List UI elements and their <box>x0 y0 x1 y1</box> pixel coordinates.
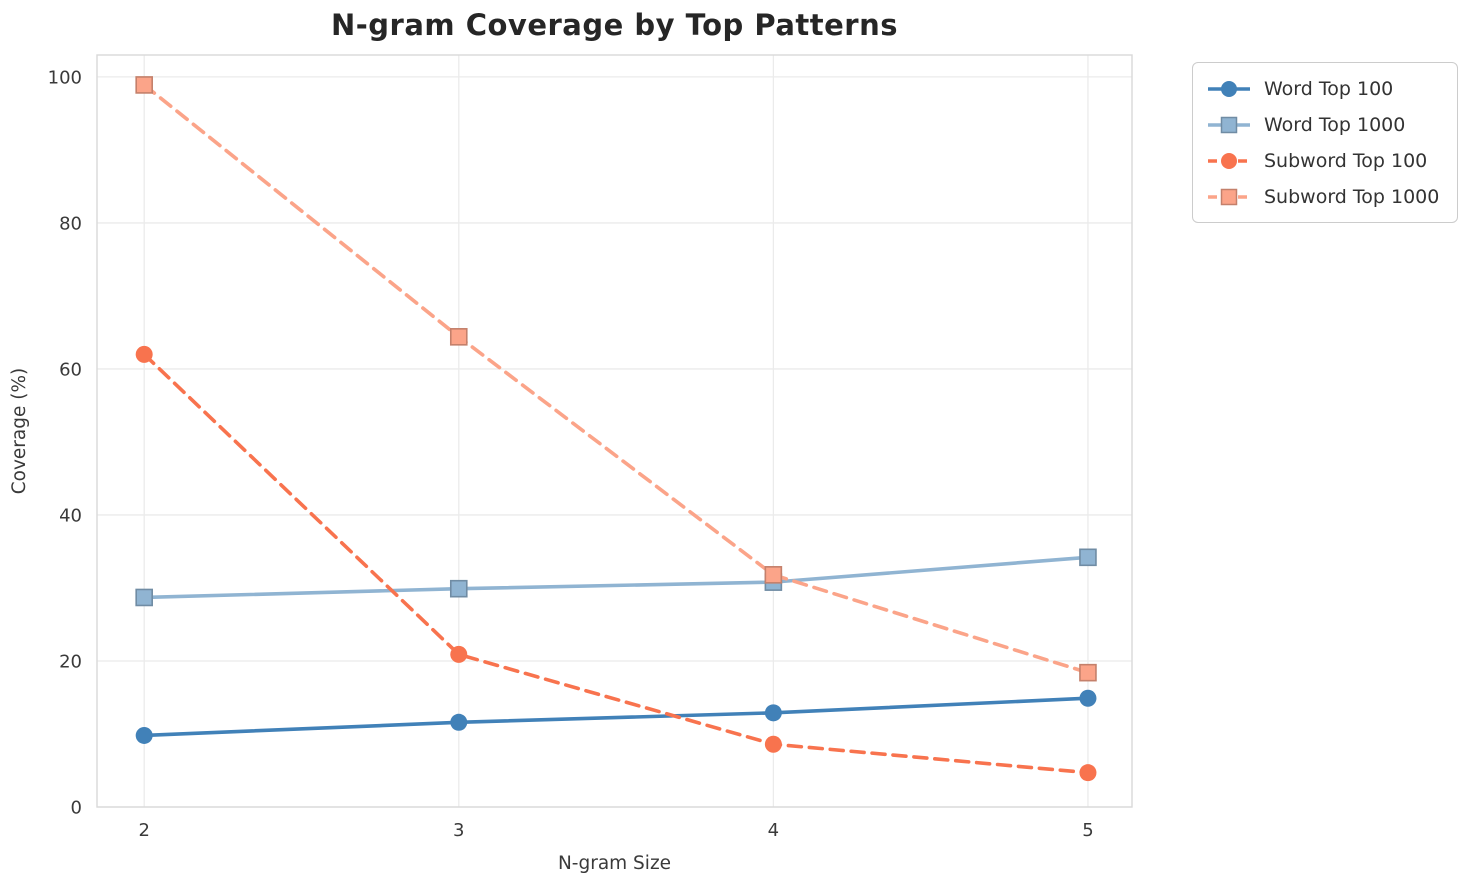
x-tick-label: 3 <box>453 820 464 841</box>
legend-label: Subword Top 100 <box>1264 149 1428 172</box>
data-point-marker <box>135 345 153 363</box>
y-tick-label: 40 <box>59 505 82 526</box>
data-point-marker <box>450 713 468 731</box>
legend-label: Word Top 100 <box>1264 77 1394 100</box>
data-point-marker <box>1079 663 1097 682</box>
legend-sample-dashed-line <box>1208 152 1250 169</box>
chart-title: N-gram Coverage by Top Patterns <box>330 8 899 42</box>
legend-label: Subword Top 1000 <box>1264 185 1440 208</box>
y-axis-label: Coverage (%) <box>9 368 30 495</box>
data-point-marker <box>764 566 783 584</box>
legend-item: Subword Top 1000 <box>1206 182 1439 211</box>
legend-item: Word Top 1000 <box>1206 110 1439 139</box>
y-tick-label: 0 <box>71 798 82 819</box>
x-tick-label: 4 <box>768 820 779 841</box>
legend-sample-solid-line <box>1208 80 1250 97</box>
legend-marker-circle <box>1221 152 1237 169</box>
legend-marker-square <box>1220 188 1238 205</box>
data-point-marker <box>764 704 782 722</box>
series-line-subword-top-100 <box>142 352 1090 775</box>
data-point-marker <box>450 645 468 663</box>
legend-marker-square <box>1220 116 1238 133</box>
x-tick-label: 2 <box>138 820 149 841</box>
y-tick-label: 20 <box>59 651 82 672</box>
plot-border <box>96 54 1133 808</box>
data-point-marker <box>135 588 153 607</box>
legend-marker-circle <box>1221 80 1237 97</box>
data-point-marker <box>135 726 153 744</box>
data-point-marker <box>449 579 468 598</box>
data-point-marker <box>135 76 153 94</box>
data-point-marker <box>1079 548 1097 567</box>
legend-item: Word Top 100 <box>1206 74 1439 103</box>
series-line-word-top-1000 <box>142 555 1090 600</box>
series-line-word-top-100 <box>142 696 1090 738</box>
legend-item: Subword Top 100 <box>1206 146 1439 175</box>
x-axis-label: N-gram Size <box>558 853 671 874</box>
series-line-subword-top-1000 <box>142 83 1090 675</box>
x-tick-label: 5 <box>1082 820 1093 841</box>
y-tick-label: 60 <box>59 359 82 380</box>
y-tick-label: 100 <box>48 67 82 88</box>
legend-label: Word Top 1000 <box>1264 113 1406 136</box>
y-tick-label: 80 <box>59 213 82 234</box>
data-point-marker <box>449 328 468 346</box>
data-point-marker <box>764 735 782 753</box>
legend-sample-solid-line <box>1208 116 1250 133</box>
legend: Word Top 100 Word Top 1000 Subword Top 100… <box>1192 62 1459 223</box>
legend-sample-dashed-line <box>1208 188 1250 205</box>
data-point-marker <box>1079 764 1097 782</box>
data-point-marker <box>1079 689 1097 707</box>
